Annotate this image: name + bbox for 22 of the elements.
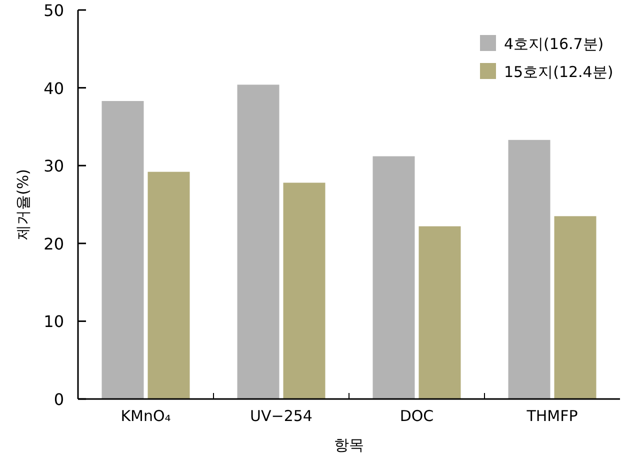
x-axis-title: 항목 <box>334 436 364 454</box>
x-tick-label: KMnO₄ <box>120 407 171 425</box>
bar <box>237 84 280 399</box>
y-tick-label: 50 <box>44 1 64 20</box>
x-tick-label: UV−254 <box>250 407 312 425</box>
y-tick-label: 30 <box>44 156 64 176</box>
bar <box>148 172 190 399</box>
y-axis-title: 제거율(%) <box>14 169 32 240</box>
legend-label: 4호지(16.7분) <box>504 35 604 53</box>
x-tick-label: THMFP <box>526 407 578 425</box>
y-tick-label: 10 <box>44 312 64 332</box>
bar <box>102 101 144 399</box>
bar <box>283 182 326 399</box>
legend-label: 15호지(12.4분) <box>504 63 614 81</box>
y-tick-label: 20 <box>44 234 64 254</box>
bar <box>554 216 596 399</box>
bar <box>418 226 461 399</box>
y-tick-label: 40 <box>44 78 64 98</box>
x-tick-label: DOC <box>400 407 434 425</box>
bar <box>372 156 415 399</box>
bar <box>508 140 550 399</box>
y-tick-label: 0 <box>54 390 64 409</box>
